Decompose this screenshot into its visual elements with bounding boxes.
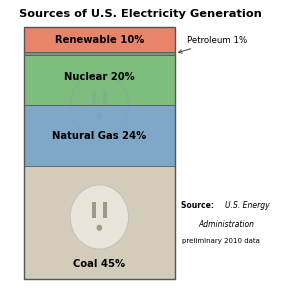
Bar [24,55,175,105]
Bar [103,202,107,217]
Text: Administration: Administration [199,219,255,229]
Text: U.S. Energy: U.S. Energy [225,201,270,210]
Text: Source:: Source: [181,201,217,210]
Bar [24,27,175,52]
Bar [24,27,175,279]
Text: Coal 45%: Coal 45% [73,259,125,269]
Ellipse shape [70,185,128,249]
Text: preliminary 2010 data: preliminary 2010 data [182,238,260,244]
Text: Natural Gas 24%: Natural Gas 24% [52,130,146,141]
Bar [103,90,107,106]
Bar [92,202,96,217]
Text: Nuclear 20%: Nuclear 20% [64,72,135,82]
Ellipse shape [97,225,102,231]
Bar [24,105,175,166]
Text: Sources of U.S. Electricity Generation: Sources of U.S. Electricity Generation [19,9,262,18]
Bar [24,166,175,279]
Bar [92,90,96,106]
Text: Renewable 10%: Renewable 10% [55,35,144,45]
Bar [24,52,175,55]
Ellipse shape [97,113,102,119]
Text: Petroleum 1%: Petroleum 1% [178,36,248,53]
